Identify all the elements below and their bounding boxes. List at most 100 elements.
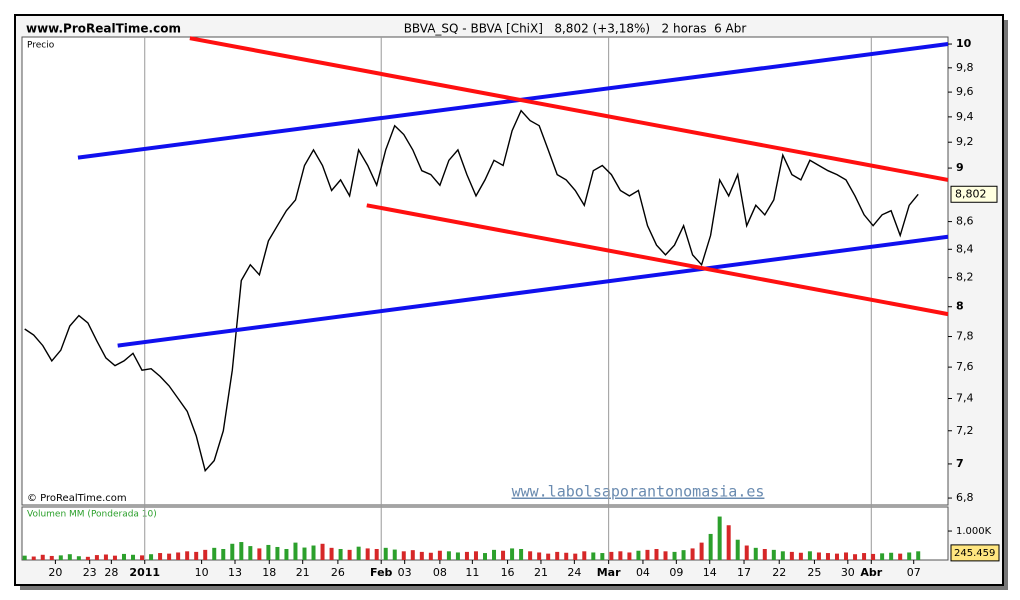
volume-bar	[239, 542, 244, 560]
volume-bar	[266, 544, 271, 560]
volume-bar	[726, 525, 731, 560]
x-tick-label: 13	[228, 566, 242, 579]
volume-bar	[419, 551, 424, 560]
volume-bar	[140, 555, 145, 560]
x-tick-label: 08	[433, 566, 447, 579]
volume-bar	[681, 550, 686, 560]
volume-bar	[58, 555, 63, 560]
x-tick-label: 16	[501, 566, 515, 579]
trend-line	[366, 203, 949, 317]
volume-bar	[248, 546, 253, 560]
volume-bar	[365, 548, 370, 560]
volume-bar	[672, 551, 677, 560]
volume-bar	[374, 548, 379, 560]
volume-bar	[771, 549, 776, 560]
volume-bar	[753, 547, 758, 560]
y-tick-label: 7,4	[956, 392, 974, 405]
x-tick-label: 21	[534, 566, 548, 579]
volume-bar	[167, 553, 172, 560]
volume-bar	[510, 548, 515, 560]
y-tick-label: 6,8	[956, 491, 974, 504]
volume-bar	[708, 533, 713, 560]
volume-bar	[121, 553, 126, 560]
volume-bar	[853, 554, 858, 560]
volume-bar	[564, 552, 569, 560]
volume-bar	[194, 551, 199, 560]
volume-bar	[907, 552, 912, 560]
y-tick-label: 9	[956, 161, 964, 174]
last-price-label: 8,802	[955, 187, 987, 200]
x-tick-label: 22	[772, 566, 786, 579]
x-tick-label: 17	[737, 566, 751, 579]
volume-bar	[131, 554, 136, 560]
volume-bar	[537, 552, 542, 560]
volume-bar	[302, 547, 307, 560]
volume-bar	[609, 551, 614, 560]
volume-bar	[455, 552, 460, 560]
x-tick-label: 07	[907, 566, 921, 579]
last-volume-label: 245.459	[954, 548, 995, 559]
instrument: BBVA_SQ - BBVA [ChiX] 8,802 (+3,18%) 2 h…	[404, 22, 747, 36]
volume-bar	[582, 551, 587, 560]
volume-bar	[690, 548, 695, 560]
x-tick-label: Mar	[597, 566, 621, 579]
volume-bar	[212, 547, 217, 560]
x-tick-label: 03	[398, 566, 412, 579]
volume-bar	[744, 545, 749, 560]
site: www.ProRealTime.com	[26, 22, 181, 36]
volume-bar	[428, 552, 433, 560]
x-tick-label: 09	[669, 566, 683, 579]
volume-bar	[446, 551, 451, 560]
source-link[interactable]: www.labolsaporantonomasia.es	[512, 483, 765, 501]
pane-label: Volumen MM (Ponderada 10)	[27, 510, 157, 520]
volume-bar	[519, 548, 524, 560]
volume-bar	[645, 549, 650, 560]
volume-bar	[185, 551, 190, 560]
volume-bar	[112, 555, 117, 560]
x-tick-label: 24	[567, 566, 581, 579]
y-tick-label: 8,2	[956, 271, 974, 284]
trend-line	[117, 234, 949, 348]
volume-bar	[699, 542, 704, 560]
volume-bar	[31, 556, 36, 560]
volume-bar	[528, 551, 533, 560]
volume-bar	[257, 548, 262, 560]
volume-bar	[464, 551, 469, 560]
volume-bar	[492, 549, 497, 560]
x-tick-label: 11	[465, 566, 479, 579]
volume-bar	[780, 551, 785, 560]
y-tick-label: 9,4	[956, 110, 974, 123]
volume-bar	[221, 548, 226, 560]
x-tick-label: Abr	[860, 566, 882, 579]
trend-line	[189, 36, 949, 182]
volume-bar	[356, 546, 361, 560]
volume-bar	[483, 553, 487, 560]
y-tick-label: 9,6	[956, 85, 974, 98]
volume-bar	[555, 551, 560, 560]
x-tick-label: 04	[636, 566, 650, 579]
volume-bar	[410, 550, 415, 560]
volume-bar	[284, 548, 289, 560]
volume-bar	[401, 551, 406, 560]
last-volume-box	[950, 544, 1000, 562]
volume-bar	[275, 546, 280, 560]
volume-bar	[546, 553, 551, 560]
volume-bar	[76, 556, 81, 560]
volume-bar	[311, 545, 316, 560]
watermark: © ProRealTime.com	[27, 493, 127, 504]
volume-bar	[618, 551, 623, 560]
price-pane	[21, 36, 949, 506]
x-tick-label: 14	[703, 566, 717, 579]
pane-label: Precio	[27, 41, 55, 51]
volume-bar	[627, 552, 632, 560]
y-tick-label: 10	[956, 37, 972, 50]
volume-bar	[293, 542, 298, 560]
volume-bar	[762, 548, 767, 560]
volume-bar	[636, 550, 641, 560]
volume-bar	[347, 549, 352, 560]
volume-bar	[338, 548, 343, 560]
x-tick-label: 2011	[129, 566, 160, 579]
y-tick-label: 8	[956, 300, 964, 313]
x-tick-label: 28	[104, 566, 118, 579]
y-tick-label: 8,4	[956, 242, 974, 255]
